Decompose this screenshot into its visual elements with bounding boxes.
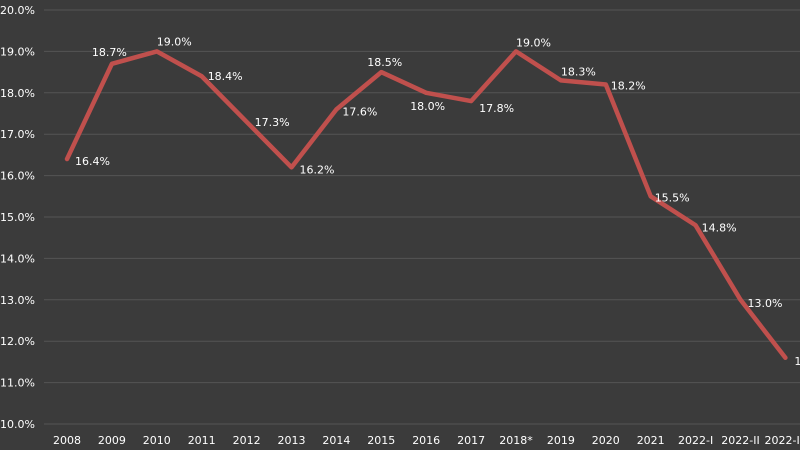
y-tick-label: 13.0% bbox=[0, 294, 35, 307]
y-tick-label: 17.0% bbox=[0, 128, 35, 141]
data-label: 18.4% bbox=[208, 70, 243, 83]
y-tick-label: 19.0% bbox=[0, 45, 35, 58]
data-label: 16.2% bbox=[300, 163, 335, 176]
y-tick-label: 16.0% bbox=[0, 170, 35, 183]
x-tick-label: 2016 bbox=[412, 434, 440, 447]
x-tick-label: 2022-II bbox=[721, 434, 759, 447]
x-tick-label: 2013 bbox=[278, 434, 306, 447]
x-tick-label: 2010 bbox=[143, 434, 171, 447]
y-tick-label: 20.0% bbox=[0, 4, 35, 17]
y-tick-label: 15.0% bbox=[0, 211, 35, 224]
y-tick-label: 11.0% bbox=[0, 377, 35, 390]
y-tick-label: 14.0% bbox=[0, 252, 35, 265]
data-label: 18.0% bbox=[410, 100, 445, 113]
y-axis-tick-labels: 10.0% 11.0% 12.0% 13.0% 14.0% 15.0% 16.0% 17.0%… bbox=[0, 4, 35, 431]
x-tick-label: 2019 bbox=[547, 434, 575, 447]
y-tick-label: 10.0% bbox=[0, 418, 35, 431]
data-label: 18.2% bbox=[611, 80, 646, 93]
x-tick-label: 2014 bbox=[322, 434, 350, 447]
data-label: 15.5% bbox=[655, 191, 690, 204]
x-tick-label: 2012 bbox=[233, 434, 261, 447]
series-line bbox=[64, 49, 788, 361]
data-label: 14.8% bbox=[702, 221, 737, 234]
x-tick-label: 2009 bbox=[98, 434, 126, 447]
data-label: 18.3% bbox=[561, 65, 596, 78]
x-tick-label: 2021 bbox=[637, 434, 665, 447]
x-tick-label: 2022-III bbox=[765, 434, 800, 447]
data-label: 18.5% bbox=[367, 56, 402, 69]
x-tick-label: 2008 bbox=[53, 434, 81, 447]
data-label: 19.0% bbox=[516, 36, 551, 49]
x-tick-label: 2018* bbox=[499, 434, 533, 447]
data-label: 17.6% bbox=[342, 105, 377, 118]
y-tick-label: 18.0% bbox=[0, 87, 35, 100]
data-labels: 16.4% 18.7% 19.0% 18.4% 17.3% 16.2% 17.6% 18.5%… bbox=[75, 35, 800, 367]
y-tick-label: 12.0% bbox=[0, 335, 35, 348]
data-label: 18.7% bbox=[92, 46, 127, 59]
data-label: 17.8% bbox=[479, 102, 514, 115]
x-tick-label: 2015 bbox=[367, 434, 395, 447]
data-label: 13.0% bbox=[748, 297, 783, 310]
x-axis-tick-labels: 2008 2009 2010 2011 2012 2013 2014 2015 2016 2017… bbox=[53, 434, 800, 447]
x-tick-label: 2011 bbox=[188, 434, 216, 447]
series bbox=[64, 49, 788, 361]
x-tick-label: 2017 bbox=[457, 434, 485, 447]
data-label: 19.0% bbox=[157, 35, 192, 48]
data-label: 16.4% bbox=[75, 155, 110, 168]
data-label: 11.6% bbox=[794, 355, 800, 368]
x-tick-label: 2022-I bbox=[678, 434, 713, 447]
data-label: 17.3% bbox=[255, 116, 290, 129]
x-tick-label: 2020 bbox=[592, 434, 620, 447]
